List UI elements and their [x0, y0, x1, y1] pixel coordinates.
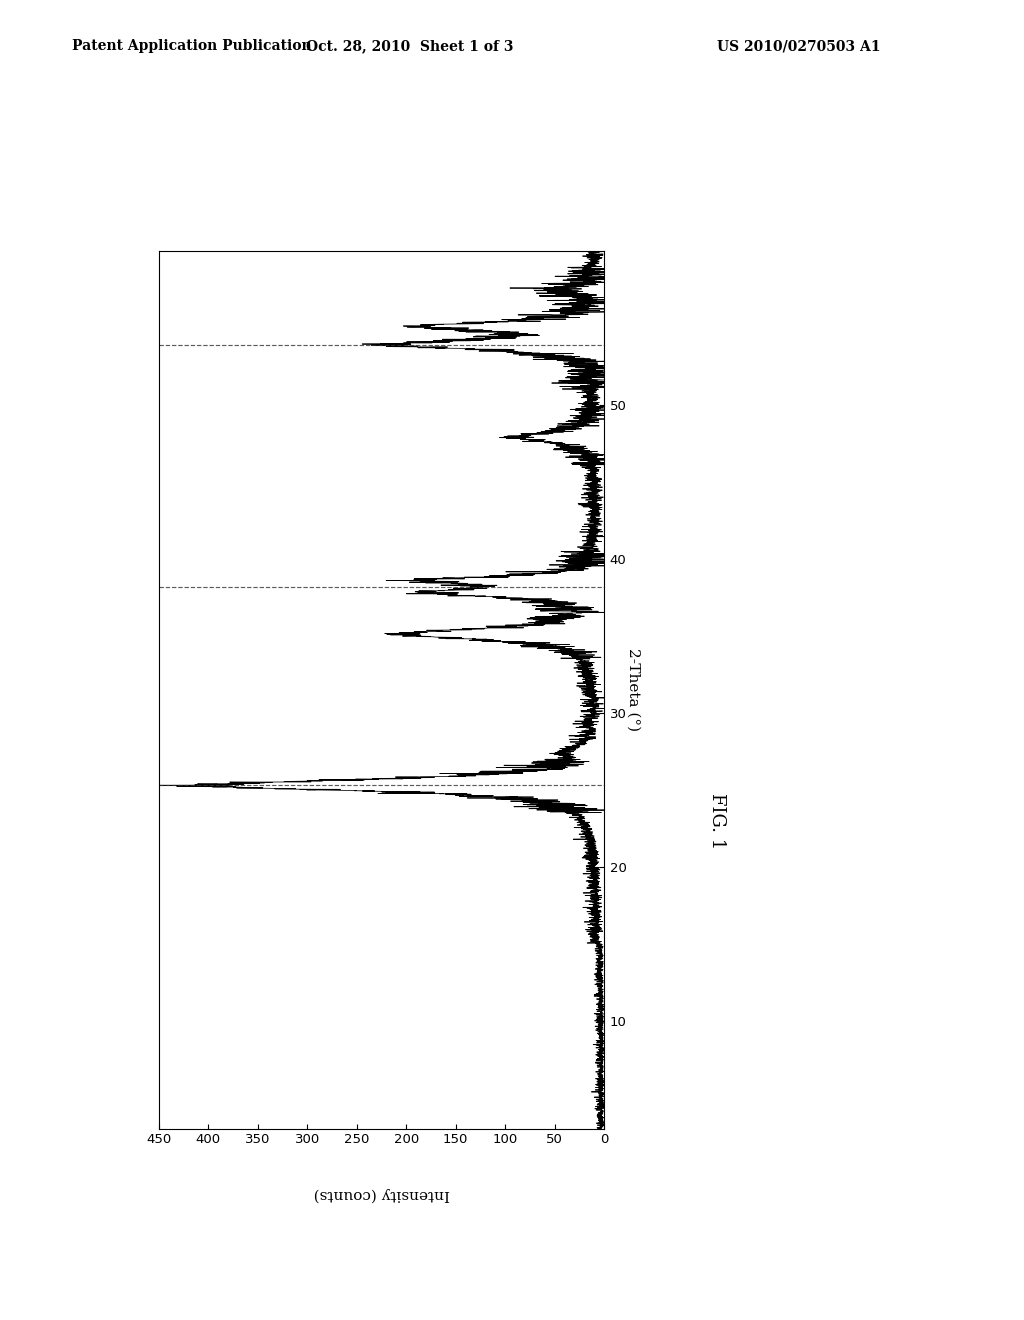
Text: Oct. 28, 2010  Sheet 1 of 3: Oct. 28, 2010 Sheet 1 of 3: [306, 40, 513, 53]
Y-axis label: 2-Theta (°): 2-Theta (°): [627, 648, 640, 731]
Text: US 2010/0270503 A1: US 2010/0270503 A1: [717, 40, 881, 53]
Text: Patent Application Publication: Patent Application Publication: [72, 40, 311, 53]
Text: FIG. 1: FIG. 1: [708, 793, 726, 850]
X-axis label: Intensity (counts): Intensity (counts): [313, 1188, 450, 1201]
